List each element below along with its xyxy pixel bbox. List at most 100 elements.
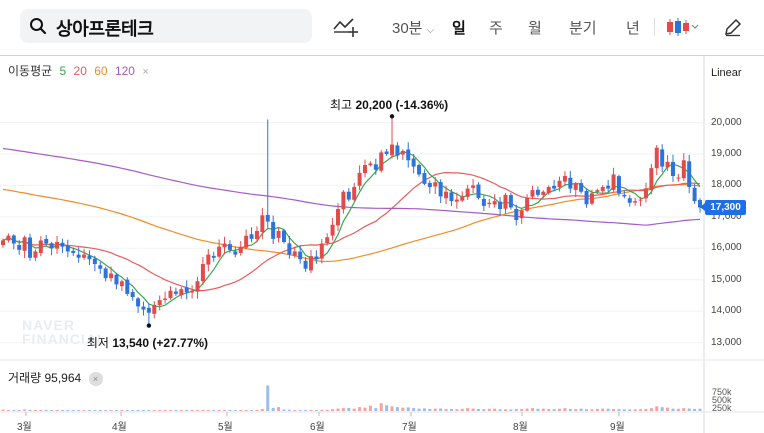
volume-bar bbox=[503, 409, 507, 411]
ma-60-line bbox=[2, 183, 701, 263]
pencil-icon[interactable] bbox=[723, 17, 743, 37]
volume-bar bbox=[590, 409, 594, 411]
candle-body bbox=[525, 198, 530, 211]
candle-body bbox=[503, 194, 508, 209]
candle-body bbox=[141, 306, 146, 310]
volume-bar bbox=[28, 409, 32, 411]
tab-monthly[interactable]: 월 bbox=[528, 20, 542, 37]
volume-bar bbox=[320, 409, 324, 411]
candle-body bbox=[390, 144, 395, 156]
volume-bar bbox=[125, 410, 129, 411]
candle-body bbox=[681, 160, 686, 179]
candle-body bbox=[471, 185, 476, 188]
candle-body bbox=[6, 235, 11, 241]
volume-bar bbox=[250, 410, 254, 411]
candle-body bbox=[552, 185, 557, 189]
volume-bar bbox=[1, 409, 5, 411]
tab-quarterly[interactable]: 분기 bbox=[569, 20, 597, 37]
candle-body bbox=[125, 279, 130, 294]
volume-bar bbox=[455, 409, 459, 411]
volume-bar bbox=[671, 408, 675, 411]
stock-search-bar[interactable]: 상아프론테크 bbox=[20, 9, 312, 43]
candle-body bbox=[687, 161, 692, 187]
volume-bar bbox=[660, 407, 664, 411]
candle-body bbox=[638, 199, 643, 201]
volume-bar bbox=[428, 408, 432, 411]
candle-body bbox=[595, 190, 600, 192]
candle-body bbox=[546, 187, 551, 194]
volume-bar bbox=[471, 408, 475, 411]
price-axis-label: 17,000 bbox=[711, 210, 742, 222]
volume-axis-750k: 750k bbox=[712, 387, 732, 397]
volume-bar bbox=[255, 410, 259, 411]
candle-body bbox=[249, 234, 254, 239]
close-icon[interactable]: × bbox=[88, 371, 103, 386]
tab-daily[interactable]: 일 bbox=[452, 20, 466, 37]
volume-bar bbox=[433, 408, 437, 411]
volume-bar bbox=[493, 408, 497, 411]
stock-name: 상아프론테크 bbox=[56, 19, 154, 39]
close-icon[interactable]: × bbox=[142, 66, 149, 78]
candle-body bbox=[616, 176, 621, 194]
candle-body bbox=[660, 149, 665, 167]
volume-bar bbox=[693, 408, 697, 411]
volume-bar bbox=[368, 405, 372, 411]
candle-body bbox=[92, 258, 97, 264]
period-30min-dropdown[interactable]: 30분 ⌵ bbox=[392, 17, 434, 38]
candle-body bbox=[319, 243, 324, 259]
price-axis-label: 15,000 bbox=[711, 273, 742, 285]
volume-bar bbox=[460, 408, 464, 411]
candle-body bbox=[422, 173, 427, 184]
volume-bar bbox=[422, 408, 426, 411]
volume-bar bbox=[6, 409, 10, 411]
ma-60-label: 60 bbox=[94, 64, 108, 78]
candle-body bbox=[244, 235, 249, 248]
candle-body bbox=[476, 184, 481, 198]
candle-body bbox=[206, 254, 211, 265]
toolbar-divider bbox=[654, 18, 655, 36]
candle-body bbox=[103, 268, 108, 279]
candle-body bbox=[627, 198, 632, 203]
volume-bar bbox=[331, 409, 335, 411]
volume-bar bbox=[185, 410, 189, 411]
volume-bar bbox=[552, 409, 556, 411]
volume-bar bbox=[55, 410, 59, 411]
volume-bar bbox=[525, 408, 529, 411]
candle-body bbox=[568, 177, 573, 189]
volume-bar bbox=[395, 407, 399, 411]
candle-body bbox=[589, 193, 594, 204]
volume-bar bbox=[17, 410, 21, 411]
volume-bar bbox=[558, 408, 562, 411]
candle-body bbox=[168, 290, 173, 298]
volume-bar bbox=[487, 408, 491, 411]
volume-bar bbox=[374, 408, 378, 411]
tab-weekly[interactable]: 주 bbox=[489, 20, 503, 37]
scale-toggle[interactable]: Linear bbox=[711, 67, 742, 79]
volume-bar bbox=[168, 410, 172, 411]
volume-bar bbox=[33, 410, 37, 411]
candle-type-icon[interactable] bbox=[665, 16, 699, 38]
volume-bar bbox=[163, 410, 167, 411]
volume-bar bbox=[201, 409, 205, 411]
volume-bar bbox=[239, 410, 243, 411]
volume-bar bbox=[547, 409, 551, 411]
volume-bar bbox=[347, 407, 351, 411]
candle-body bbox=[303, 260, 308, 269]
candle-body bbox=[460, 196, 465, 201]
tab-yearly[interactable]: 년 bbox=[626, 20, 640, 37]
volume-bar bbox=[336, 408, 340, 411]
add-indicator-icon[interactable] bbox=[333, 16, 359, 38]
volume-bar bbox=[266, 385, 270, 411]
volume-bar bbox=[50, 410, 54, 411]
candle-body bbox=[260, 215, 265, 232]
candle-body bbox=[314, 256, 319, 260]
volume-bar bbox=[595, 408, 599, 411]
volume-bar bbox=[298, 410, 302, 411]
current-price-tag: 17,300 bbox=[700, 200, 746, 216]
watermark-line-1: NAVER bbox=[22, 317, 75, 333]
volume-bar bbox=[39, 410, 43, 411]
volume-bar bbox=[12, 410, 16, 411]
candle-body bbox=[606, 185, 611, 189]
volume-bar bbox=[352, 408, 356, 411]
